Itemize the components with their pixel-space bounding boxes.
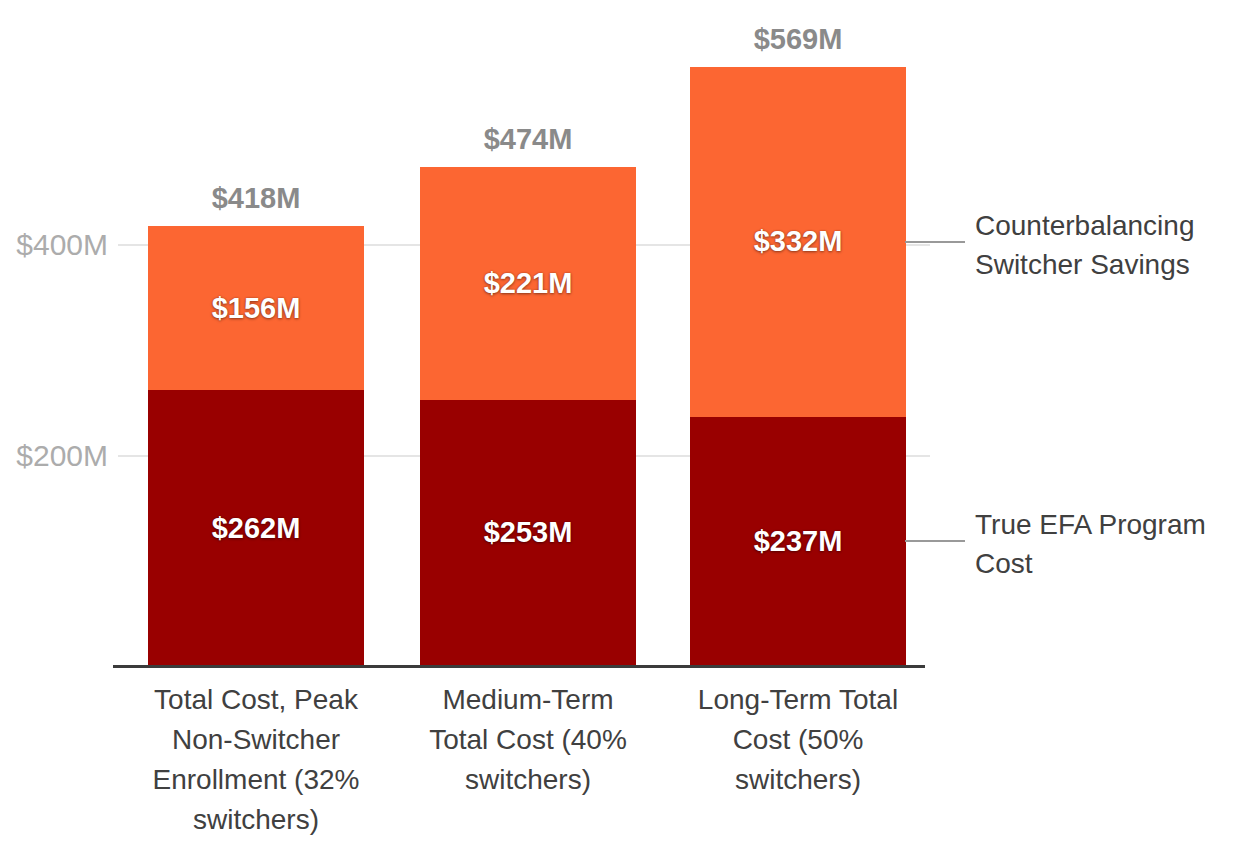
x-axis-category-label: Long-Term Total Cost (50% switchers) bbox=[683, 680, 913, 800]
stacked-bar-chart: $200M $400M $262M$156M $418M Total Cost, Pea… bbox=[0, 0, 1240, 858]
legend-connector-line bbox=[905, 241, 965, 243]
bar-total-label: $569M bbox=[690, 22, 906, 56]
y-axis-tick-label: $400M bbox=[0, 227, 108, 263]
segment-value-label: $237M bbox=[690, 417, 906, 666]
x-axis-category-label: Medium-Term Total Cost (40% switchers) bbox=[413, 680, 643, 800]
segment-value-label: $332M bbox=[690, 67, 906, 416]
segment-value-label: $253M bbox=[420, 400, 636, 666]
bar-total-label: $418M bbox=[148, 181, 364, 215]
legend-label-true-efa-program-cost: True EFA Program Cost bbox=[975, 505, 1225, 583]
segment-value-label: $262M bbox=[148, 390, 364, 666]
legend-connector-line bbox=[905, 540, 965, 542]
segment-value-label: $221M bbox=[420, 167, 636, 400]
segment-value-label: $156M bbox=[148, 226, 364, 390]
legend-label-counterbalancing-switcher-savings: Counterbalancing Switcher Savings bbox=[975, 206, 1225, 284]
bar-total-label: $474M bbox=[420, 122, 636, 156]
x-axis-category-label: Total Cost, Peak Non-Switcher Enrollment… bbox=[141, 680, 371, 840]
y-axis-tick-label: $200M bbox=[0, 438, 108, 474]
x-axis-line bbox=[113, 665, 925, 668]
